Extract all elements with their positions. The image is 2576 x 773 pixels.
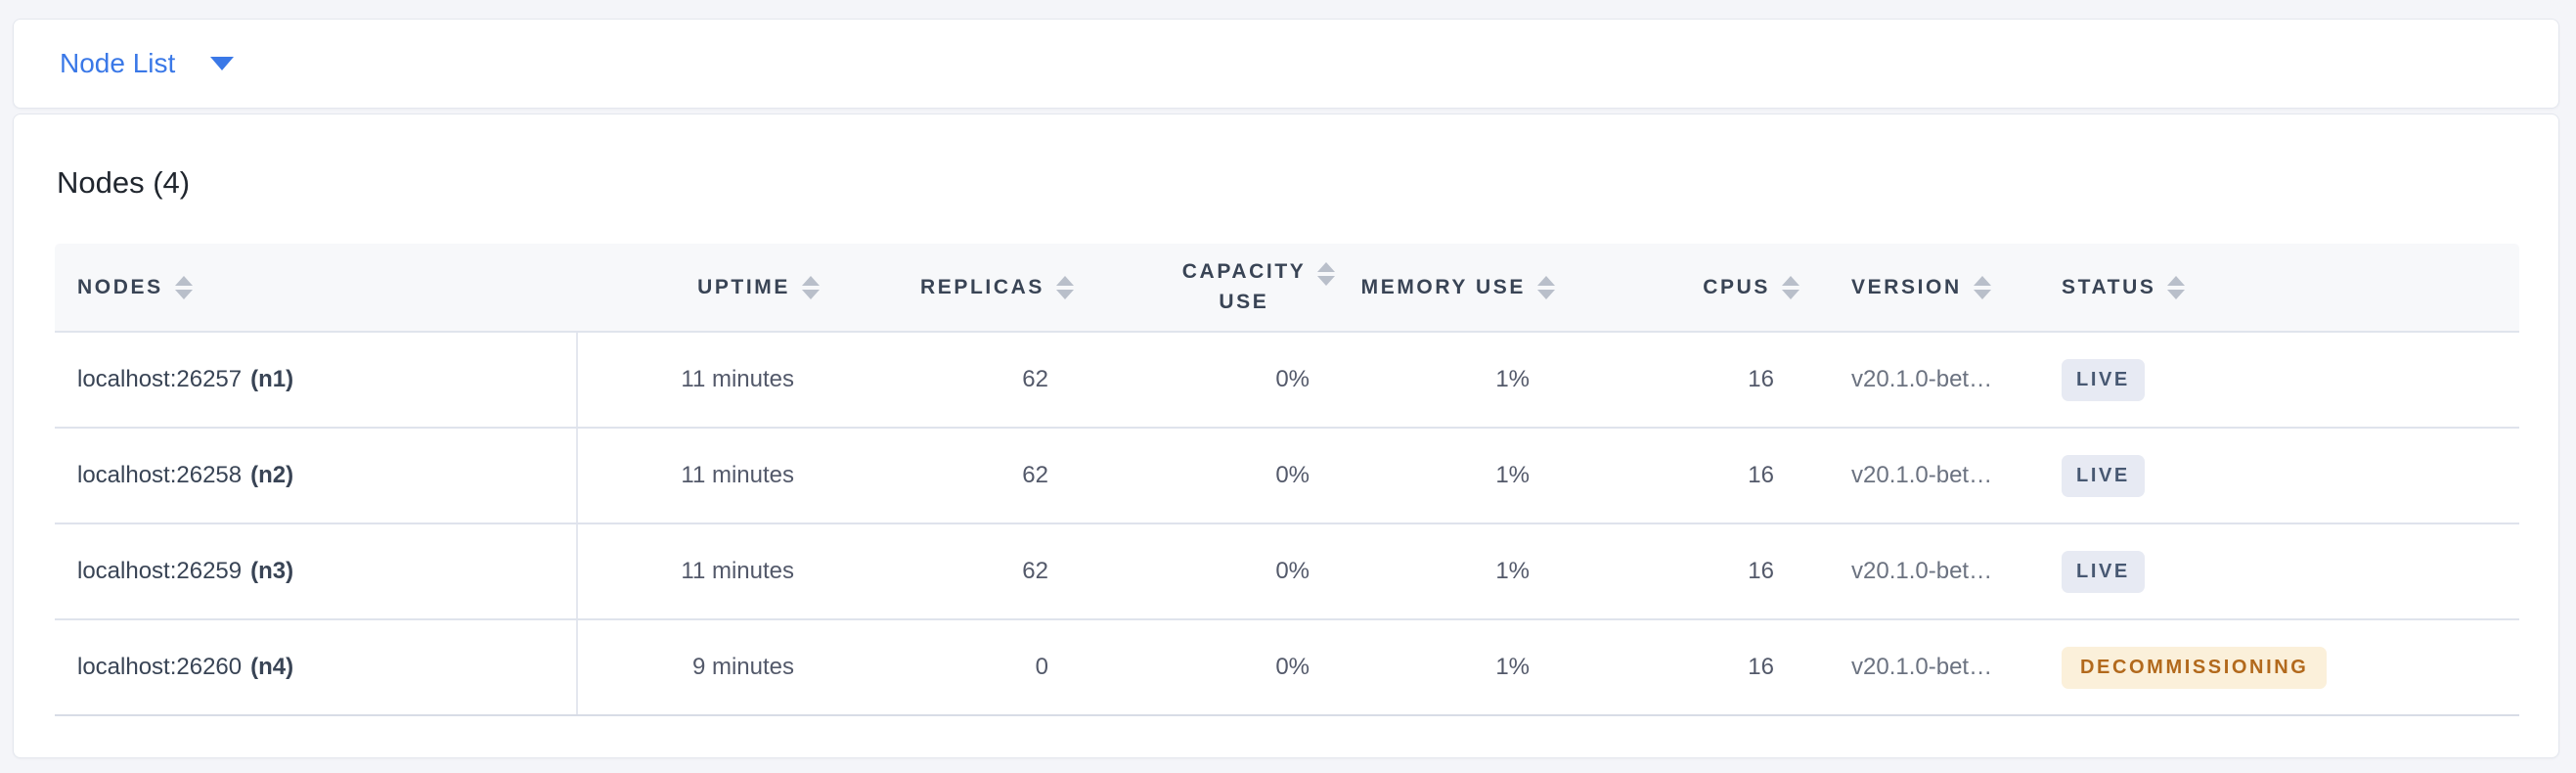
status-badge: LIVE bbox=[2062, 550, 2145, 593]
cell-capacity_use: 0% bbox=[1082, 428, 1343, 524]
column-header-uptime[interactable]: UPTIME bbox=[577, 244, 827, 333]
nodes-panel: Nodes (4) NODES UPTIME REPLICAS CAPACITY US… bbox=[13, 114, 2559, 758]
table-row: localhost:26257 (n1) 11 minutes 62 0% 1% 16 v20… bbox=[55, 332, 2519, 429]
cell-replicas: 62 bbox=[827, 428, 1082, 524]
column-header-memory_use[interactable]: MEMORY USE bbox=[1343, 244, 1563, 333]
cell-node-address: localhost:26257 (n1) bbox=[55, 332, 578, 429]
sort-icon bbox=[1317, 262, 1335, 287]
node-id: (n3) bbox=[250, 558, 294, 584]
caret-down-icon bbox=[210, 57, 235, 70]
cell-node-address: localhost:26259 (n3) bbox=[55, 523, 578, 620]
node-id: (n1) bbox=[250, 366, 294, 392]
table-row: localhost:26258 (n2) 11 minutes 62 0% 1% 16 v20… bbox=[55, 428, 2519, 524]
cell-replicas: 62 bbox=[827, 332, 1082, 429]
sort-icon bbox=[1056, 275, 1074, 299]
sort-icon bbox=[174, 275, 193, 299]
cell-memory_use: 1% bbox=[1343, 428, 1563, 524]
cell-node-address: localhost:26260 (n4) bbox=[55, 619, 578, 716]
cell-memory_use: 1% bbox=[1343, 332, 1563, 429]
node-address: localhost:26260 bbox=[77, 654, 243, 680]
column-header-label: UPTIME bbox=[697, 275, 790, 298]
cell-uptime: 11 minutes bbox=[577, 332, 827, 429]
column-header-label: STATUS bbox=[2062, 275, 2156, 298]
status-badge: DECOMMISSIONING bbox=[2062, 646, 2328, 689]
cell-replicas: 62 bbox=[827, 523, 1082, 620]
cell-cpus: 16 bbox=[1563, 428, 1807, 524]
status-badge: LIVE bbox=[2062, 358, 2145, 401]
sort-icon bbox=[1537, 275, 1555, 299]
cell-status: LIVE bbox=[2030, 332, 2519, 429]
cell-status: LIVE bbox=[2030, 523, 2519, 620]
column-header-cpus[interactable]: CPUS bbox=[1563, 244, 1807, 333]
column-header-status[interactable]: STATUS bbox=[2030, 244, 2519, 333]
cell-uptime: 11 minutes bbox=[577, 428, 827, 524]
cell-node-address: localhost:26258 (n2) bbox=[55, 428, 578, 524]
cell-replicas: 0 bbox=[827, 619, 1082, 716]
cell-status: LIVE bbox=[2030, 428, 2519, 524]
node-list-dropdown-label: Node List bbox=[60, 48, 176, 78]
cell-cpus: 16 bbox=[1563, 332, 1807, 429]
cell-memory_use: 1% bbox=[1343, 523, 1563, 620]
cell-capacity_use: 0% bbox=[1082, 332, 1343, 429]
page-title: Nodes (4) bbox=[57, 165, 191, 200]
column-header-label: NODES bbox=[77, 275, 163, 298]
node-address: localhost:26258 bbox=[77, 462, 243, 488]
cell-memory_use: 1% bbox=[1343, 619, 1563, 716]
cell-uptime: 9 minutes bbox=[577, 619, 827, 716]
column-header-nodes[interactable]: NODES bbox=[55, 244, 577, 333]
cell-capacity_use: 0% bbox=[1082, 523, 1343, 620]
node-id: (n2) bbox=[250, 462, 294, 488]
cell-version: v20.1.0-bet… bbox=[1807, 332, 2030, 429]
status-badge: LIVE bbox=[2062, 454, 2145, 497]
cell-uptime: 11 minutes bbox=[577, 523, 827, 620]
sort-icon bbox=[802, 275, 820, 299]
column-header-capacity_use[interactable]: CAPACITY USE bbox=[1082, 244, 1343, 333]
cell-cpus: 16 bbox=[1563, 523, 1807, 620]
cell-status: DECOMMISSIONING bbox=[2030, 619, 2519, 716]
column-header-label: MEMORY USE bbox=[1360, 275, 1526, 298]
sort-icon bbox=[1973, 275, 1991, 299]
node-address: localhost:26257 bbox=[77, 366, 243, 392]
table-header-row: NODES UPTIME REPLICAS CAPACITY USE MEMORY US… bbox=[55, 244, 2519, 333]
column-header-replicas[interactable]: REPLICAS bbox=[827, 244, 1082, 333]
sort-icon bbox=[2167, 275, 2186, 299]
node-address: localhost:26259 bbox=[77, 558, 243, 584]
column-header-label: CAPACITY USE bbox=[1181, 260, 1307, 313]
node-list-table: NODES UPTIME REPLICAS CAPACITY USE MEMORY US… bbox=[55, 244, 2519, 716]
sort-icon bbox=[1782, 275, 1799, 299]
column-header-version[interactable]: VERSION bbox=[1807, 244, 2030, 333]
cell-version: v20.1.0-bet… bbox=[1807, 523, 2030, 620]
node-list-dropdown[interactable]: Node List bbox=[60, 48, 235, 79]
cell-version: v20.1.0-bet… bbox=[1807, 619, 2030, 716]
column-header-label: VERSION bbox=[1851, 275, 1962, 298]
cell-cpus: 16 bbox=[1563, 619, 1807, 716]
table-row: localhost:26260 (n4) 9 minutes 0 0% 1% 16 v20.1… bbox=[55, 619, 2519, 716]
cell-capacity_use: 0% bbox=[1082, 619, 1343, 716]
column-header-label: REPLICAS bbox=[920, 275, 1044, 298]
cell-version: v20.1.0-bet… bbox=[1807, 428, 2030, 524]
column-header-label: CPUS bbox=[1703, 275, 1770, 298]
view-selector-bar: Node List bbox=[13, 19, 2559, 109]
table-row: localhost:26259 (n3) 11 minutes 62 0% 1% 16 v20… bbox=[55, 523, 2519, 620]
node-id: (n4) bbox=[250, 654, 294, 680]
